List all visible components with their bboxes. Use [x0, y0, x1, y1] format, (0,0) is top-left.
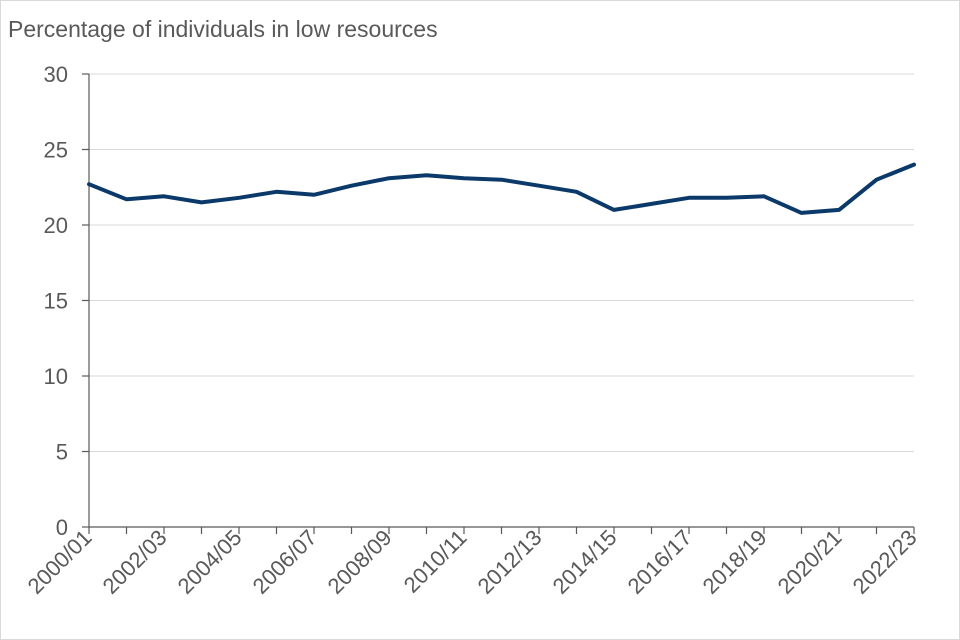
series-line — [87, 162, 916, 215]
x-tick-label: 2008/09 — [323, 525, 397, 599]
y-tick-label: 20 — [44, 213, 68, 238]
y-tick-label: 25 — [44, 138, 68, 163]
y-tick-label: 30 — [44, 62, 68, 87]
x-tick-label: 2016/17 — [623, 525, 697, 599]
x-tick-label: 2020/21 — [773, 525, 847, 599]
y-tick-labels: 0 5 10 15 20 25 30 — [44, 62, 68, 540]
x-tick-label: 2022/23 — [848, 525, 922, 599]
x-tick-label: 2012/13 — [473, 525, 547, 599]
x-tick-label: 2018/19 — [698, 525, 772, 599]
x-tick-label: 2002/03 — [98, 525, 172, 599]
x-tick-label: 2010/11 — [399, 525, 472, 598]
series-group — [87, 162, 916, 215]
x-tick-label: 2004/05 — [173, 525, 247, 599]
y-tick-label: 15 — [44, 289, 68, 314]
y-tick-label: 5 — [56, 440, 68, 465]
gridlines — [89, 73, 914, 452]
x-tick-label: 2006/07 — [248, 525, 322, 599]
y-tick-label: 10 — [44, 364, 68, 389]
x-tick-labels: 2000/01 2002/03 2004/05 2006/07 2008/09 2010/… — [23, 525, 922, 599]
y-tick-label: 0 — [56, 515, 68, 540]
axes — [82, 73, 915, 534]
chart-title: Percentage of individuals in low resourc… — [8, 16, 438, 42]
x-tick-label: 2014/15 — [548, 525, 622, 599]
